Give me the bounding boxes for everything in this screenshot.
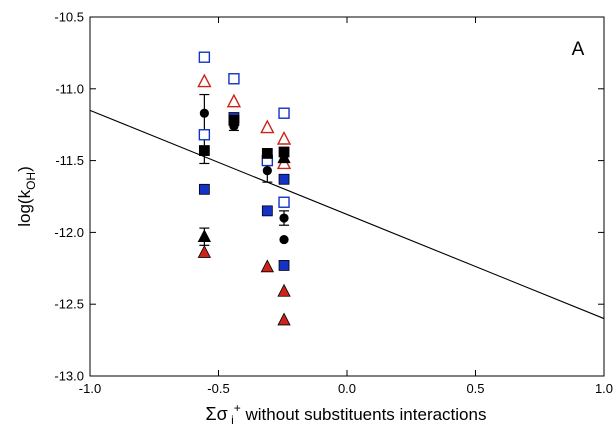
regression-line	[89, 109, 605, 320]
y-tick-label: -11.5	[55, 153, 84, 168]
data-point-square-open	[278, 196, 290, 208]
x-tick-label: 0.5	[466, 381, 484, 396]
data-point-triangle-open	[276, 130, 292, 145]
data-point-square-filled	[261, 148, 273, 159]
x-tick-label: -1.0	[79, 381, 101, 396]
axis-ticks	[89, 16, 605, 377]
data-point-circle-filled	[279, 213, 289, 223]
y-axis-title-end: )	[15, 166, 34, 172]
y-tick-label: -11.0	[55, 81, 84, 96]
y-axis-title-main: log(k	[15, 189, 34, 226]
y-axis-title-subscript: OH	[24, 172, 38, 190]
data-point-triangle-filled	[197, 245, 212, 258]
y-tick-label: -10.5	[54, 10, 84, 25]
data-point-triangle-open	[226, 93, 242, 108]
data-point-triangle-filled	[277, 312, 291, 326]
x-axis-title-rest: without substituents interactions	[241, 405, 487, 424]
data-point-square-filled	[198, 183, 210, 195]
y-tick-label: -12.5	[54, 297, 84, 312]
data-point-square-filled	[261, 205, 273, 217]
panel-label: A	[572, 39, 585, 60]
data-point-square-filled	[278, 260, 290, 271]
y-tick-label: -13.0	[54, 369, 84, 384]
data-point-square-open	[198, 51, 211, 63]
y-axis-title: log(kOH)	[15, 166, 38, 227]
data-point-circle-filled	[262, 166, 272, 176]
data-point-square-open	[198, 129, 211, 141]
x-tick-label: 1.0	[595, 381, 613, 396]
x-axis-title: Σσ i+ without substituents interactions	[206, 401, 487, 427]
y-tick-label: -12.0	[54, 225, 84, 240]
plot-frame	[89, 16, 605, 377]
data-point-square-filled	[278, 173, 290, 185]
data-point-triangle-open	[260, 119, 275, 134]
data-point-square-open	[278, 107, 290, 119]
data-point-triangle-open	[197, 73, 212, 88]
x-axis-title-sigma: Σσ	[206, 404, 228, 424]
data-point-square-filled	[228, 114, 240, 126]
data-markers	[197, 51, 292, 326]
data-point-triangle-filled	[197, 229, 212, 243]
x-tick-label: -0.5	[207, 381, 229, 396]
data-point-square-open	[228, 73, 240, 85]
x-axis-title-superscript: +	[234, 401, 241, 415]
data-point-square-filled	[198, 145, 210, 156]
data-point-circle-filled	[199, 108, 209, 118]
data-point-circle-filled	[279, 234, 289, 245]
data-point-triangle-filled	[260, 259, 274, 273]
data-point-triangle-filled	[277, 283, 291, 297]
tick-labels: -1.0 -0.5 0.0 0.5 1.0 -10.5 -11.0 -11.5 -12.0 -12…	[54, 10, 613, 397]
data-point-triangle-filled	[277, 150, 291, 164]
x-tick-label: 0.0	[338, 381, 356, 396]
x-axis-title-subscript: i	[228, 413, 234, 427]
